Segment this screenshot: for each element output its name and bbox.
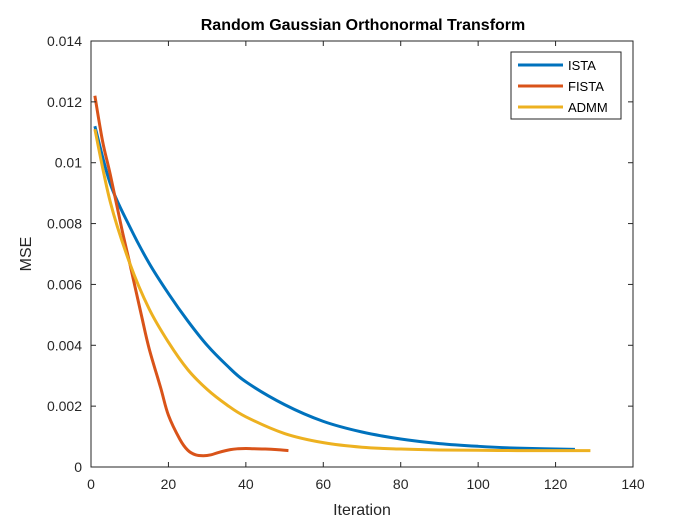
x-tick-label: 80 — [393, 476, 409, 492]
y-tick-label: 0.01 — [55, 155, 82, 171]
y-tick-label: 0.012 — [47, 94, 82, 110]
legend-label: FISTA — [568, 79, 604, 94]
series-line-admm — [93, 128, 591, 453]
legend-label: ADMM — [568, 100, 608, 115]
x-tick-label: 60 — [315, 476, 331, 492]
tick-layer: 0 20 40 60 80 100 120 140 0 0.002 0.004 0.006 0.008 0… — [47, 33, 645, 492]
x-tick-label: 40 — [238, 476, 254, 492]
y-tick-label: 0 — [74, 459, 82, 475]
plot-frame — [90, 40, 634, 468]
y-tick-label: 0.006 — [47, 276, 82, 292]
y-axis-label: MSE — [18, 237, 35, 272]
y-tick-label: 0.014 — [47, 33, 82, 49]
x-tick-label: 100 — [466, 476, 490, 492]
legend-label: ISTA — [568, 58, 596, 73]
y-tick-label: 0.004 — [47, 337, 82, 353]
chart-title: Random Gaussian Orthonormal Transform — [201, 17, 526, 34]
series-line-fista — [93, 95, 289, 458]
series-line-ista — [93, 125, 575, 451]
y-tick-label: 0.002 — [47, 398, 82, 414]
x-tick-label: 140 — [621, 476, 645, 492]
series-layer — [93, 95, 591, 458]
x-tick-label: 120 — [544, 476, 568, 492]
x-axis-label: Iteration — [333, 502, 391, 519]
y-tick-label: 0.008 — [47, 216, 82, 232]
x-tick-label: 20 — [161, 476, 177, 492]
x-tick-label: 0 — [87, 476, 95, 492]
legend: ISTA FISTA ADMM — [510, 51, 622, 120]
